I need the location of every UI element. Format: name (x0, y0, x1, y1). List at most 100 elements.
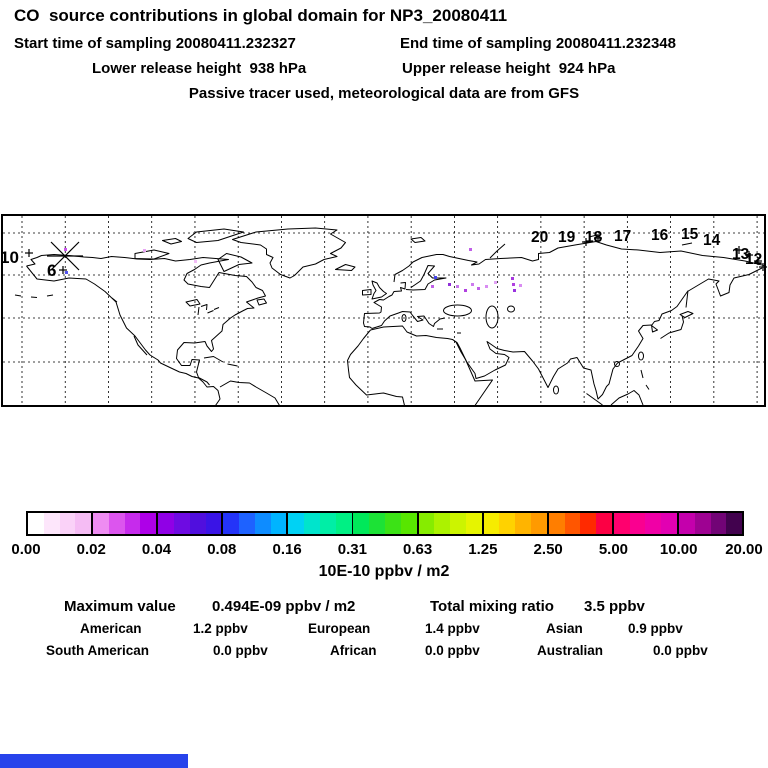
trajectory-hour-label: 19 (558, 229, 576, 246)
colorbar-cell (304, 513, 320, 534)
tracer-cell (464, 289, 467, 292)
colorbar-cell (254, 513, 271, 534)
colorbar-cell (108, 513, 125, 534)
asian-label: Asian (546, 621, 583, 636)
colorbar-segment (483, 513, 549, 534)
colorbar-cell (369, 513, 386, 534)
colorbar-segment (28, 513, 94, 534)
trajectory-hour-label: 6 (47, 261, 56, 280)
tracer-cells (64, 248, 522, 292)
colorbar-segment (223, 513, 289, 534)
tracer-cell (65, 271, 68, 274)
colorbar-tick-label: 0.00 (11, 541, 41, 558)
colorbar-tick-label: 0.16 (272, 541, 302, 558)
colorbar-cell (319, 513, 336, 534)
trajectory-hour-label: 10 (1, 248, 19, 267)
tracer-cell (513, 289, 516, 292)
colorbar-cell (158, 513, 174, 534)
colorbar-segment (613, 513, 679, 534)
end-time-label: End time of sampling 20080411.232348 (400, 35, 676, 52)
tracer-cell (434, 276, 437, 279)
tracer-cell (448, 283, 451, 286)
colorbar-cell (189, 513, 206, 534)
tracer-cell (511, 277, 514, 280)
trajectory-plus-markers (25, 234, 767, 274)
colorbar-cell (694, 513, 711, 534)
colorbar-cell (710, 513, 727, 534)
colorbar-tick-label: 1.25 (468, 541, 498, 558)
colorbar-unit: 10E-10 ppbv / m2 (318, 563, 450, 580)
colorbar-cell (173, 513, 190, 534)
colorbar-cell (548, 513, 565, 534)
upper-release-label: Upper release height 924 hPa (402, 60, 616, 77)
coastlines (14, 227, 765, 406)
colorbar-tick-label: 0.02 (76, 541, 106, 558)
colorbar-tick-label: 20.00 (725, 541, 763, 558)
colorbar-cell (124, 513, 141, 534)
trajectory-hour-label: 12 (745, 251, 762, 268)
european-label: European (308, 621, 371, 636)
colorbar-tick-label: 0.04 (141, 541, 172, 558)
colorbar-tick-label: 0.31 (337, 541, 367, 558)
trajectory-hour-label: 15 (681, 226, 699, 243)
colorbar-cell (288, 513, 305, 534)
total-mixing-ratio-value: 3.5 ppbv (584, 598, 645, 615)
tracer-cell (512, 283, 515, 286)
map-border (1, 214, 766, 407)
colorbar-cell (385, 513, 401, 534)
world-map: 20 19 18 17 16 15 14 13 12 10 6 (1, 214, 767, 408)
colorbar-tick-label: 0.08 (207, 541, 237, 558)
european-value: 1.4 ppbv (425, 621, 480, 636)
colorbar-cell (43, 513, 60, 534)
colorbar-cell (270, 513, 287, 534)
receptor-marker (47, 241, 83, 271)
trajectory-hour-label: 20 (531, 229, 548, 246)
colorbar-segment (93, 513, 159, 534)
colorbar-cell (205, 513, 222, 534)
tracer-note: Passive tracer used, meteorological data… (188, 85, 580, 102)
colorbar-cell (465, 513, 482, 534)
tracer-cell (477, 287, 480, 290)
colorbar-segment (678, 513, 743, 534)
colorbar-tick-label: 2.50 (533, 541, 563, 558)
colorbar-cell (661, 513, 677, 534)
colorbar-cell (28, 513, 44, 534)
colorbar-cell (75, 513, 92, 534)
colorbar-cell (596, 513, 612, 534)
colorbar-cell (515, 513, 531, 534)
south-american-value: 0.0 ppbv (213, 643, 268, 658)
colorbar-cell (629, 513, 646, 534)
lower-release-label: Lower release height 938 hPa (92, 60, 307, 77)
american-label: American (80, 621, 142, 636)
american-value: 1.2 ppbv (193, 621, 248, 636)
colorbar (26, 511, 744, 536)
colorbar-cell (59, 513, 76, 534)
asian-value: 0.9 ppbv (628, 621, 683, 636)
max-value-label: Maximum value (64, 598, 176, 615)
colorbar-cell (239, 513, 255, 534)
colorbar-cell (499, 513, 516, 534)
colorbar-cell (223, 513, 240, 534)
colorbar-cell (531, 513, 547, 534)
australian-label: Australian (537, 643, 604, 658)
trajectory-hour-label: 16 (651, 227, 669, 244)
colorbar-tick-label: 10.00 (659, 541, 698, 558)
tracer-cell (431, 285, 434, 288)
colorbar-tick-label: 5.00 (598, 541, 629, 558)
colorbar-segment (548, 513, 614, 534)
south-american-label: South American (46, 643, 150, 658)
colorbar-cell (613, 513, 630, 534)
australian-value: 0.0 ppbv (653, 643, 708, 658)
colorbar-cell (645, 513, 662, 534)
colorbar-cell (93, 513, 109, 534)
total-mixing-ratio-label: Total mixing ratio (430, 598, 554, 615)
colorbar-cell (140, 513, 157, 534)
start-time-label: Start time of sampling 20080411.232327 (14, 35, 296, 52)
tracer-cell (494, 281, 497, 284)
colorbar-cell (483, 513, 500, 534)
african-value: 0.0 ppbv (425, 643, 480, 658)
colorbar-cell (450, 513, 466, 534)
colorbar-cell (726, 513, 743, 534)
